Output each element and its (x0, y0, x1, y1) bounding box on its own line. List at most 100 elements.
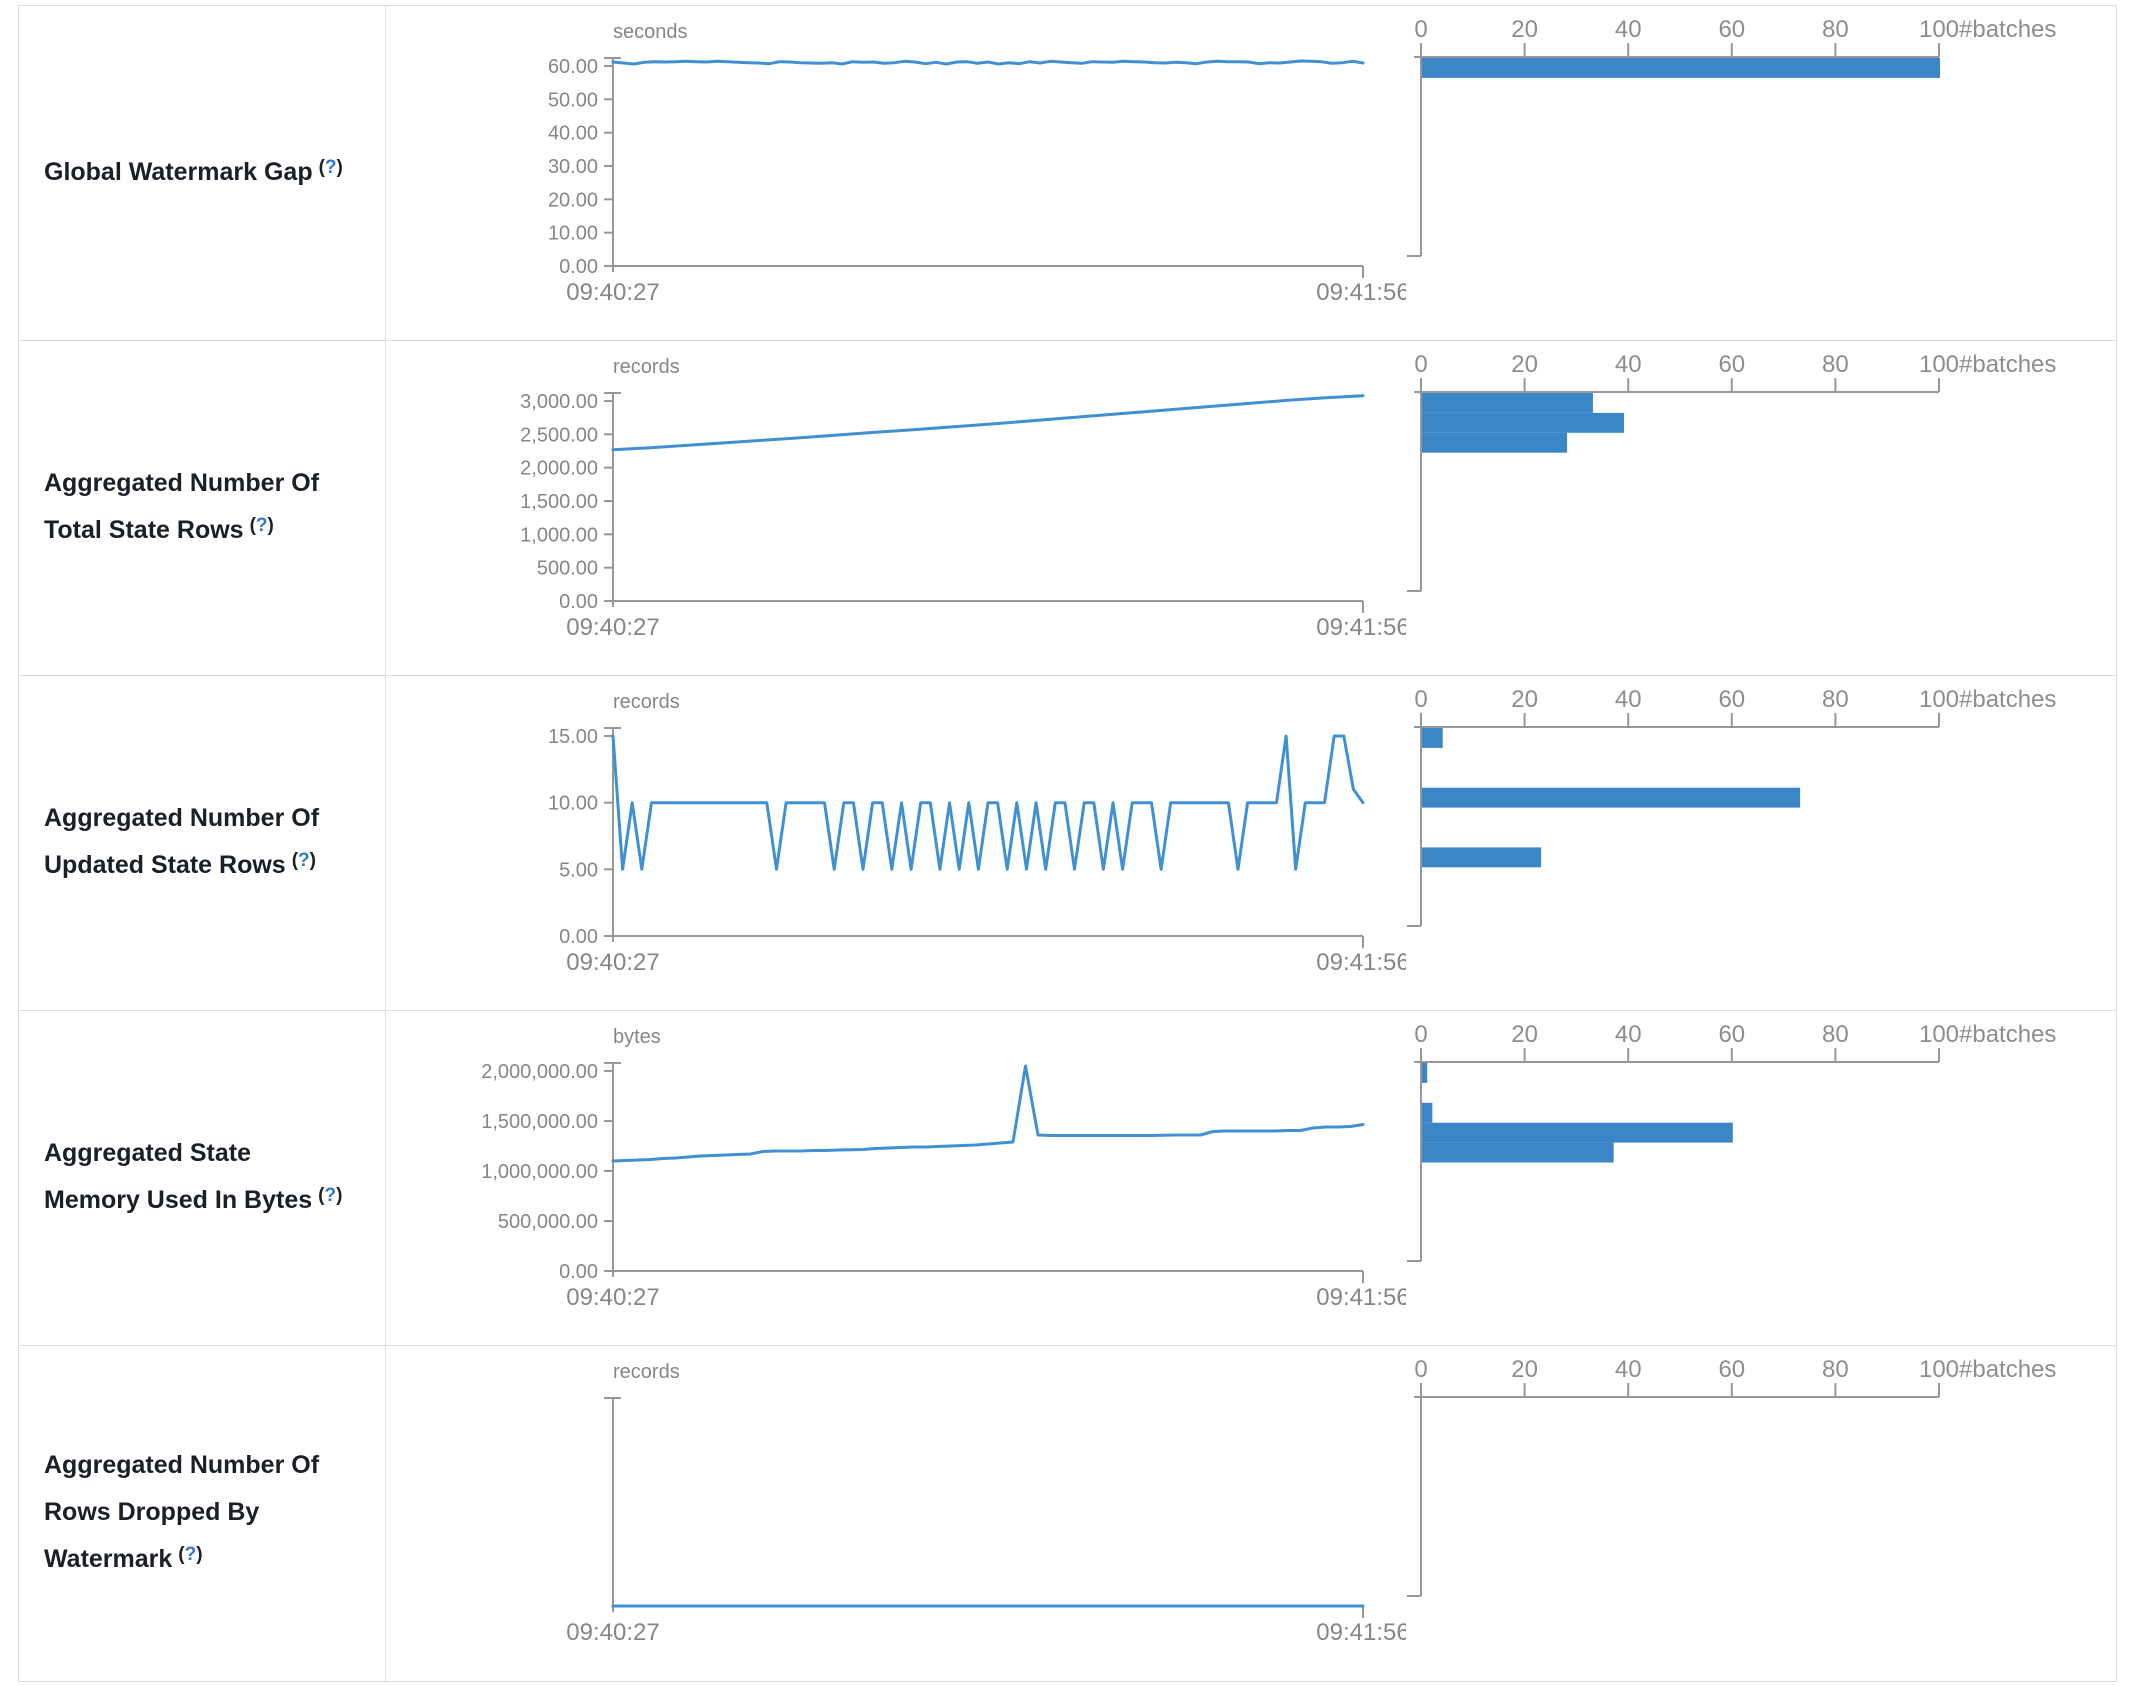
x-start-label: 09:40:27 (566, 614, 659, 641)
hist-x-tick-label: 100 (1919, 1356, 1959, 1383)
x-end-label: 09:41:56 (1316, 949, 1406, 976)
question-mark-icon: ? (324, 1185, 337, 1206)
timeline-chart-cell: records 3,000.00 2,500.00 2,000.00 1,500.00 1… (386, 341, 1410, 675)
histogram-chart-total-state-rows: 0 20 40 60 80 100 #batches (1407, 351, 2056, 592)
hist-x-tick-label: 0 (1414, 686, 1427, 713)
metric-label-text: Aggregated Number Of Rows Dropped By Wat… (44, 1451, 320, 1573)
hist-x-tick-label: 0 (1414, 16, 1427, 43)
timeline-chart-cell: records 15.00 10.00 5.00 0.00 09:40:27 09:41:5… (386, 676, 1410, 1010)
y-tick-label: 40.00 (548, 123, 598, 145)
timeline-chart-state-memory-used: bytes 2,000,000.00 1,500,000.00 1,000,000.0… (481, 1026, 1409, 1311)
batches-axis-title: #batches (1959, 351, 2056, 378)
hist-x-tick-label: 80 (1822, 1356, 1849, 1383)
y-tick-label: 20.00 (548, 189, 598, 211)
question-mark-icon: ? (298, 850, 310, 871)
hist-x-tick-label: 80 (1822, 686, 1849, 713)
timeline-chart-cell: bytes 2,000,000.00 1,500,000.00 1,000,000.0… (386, 1011, 1409, 1345)
x-end-label: 09:41:56 (1316, 1284, 1406, 1311)
y-tick-label: 500,000.00 (498, 1211, 598, 1233)
hist-x-tick-label: 60 (1718, 686, 1745, 713)
unit-label: bytes (613, 1026, 661, 1048)
timeline-line (611, 734, 1365, 871)
y-tick-label: 15.00 (548, 726, 598, 748)
x-start-label: 09:40:27 (566, 279, 659, 306)
hist-x-tick-label: 40 (1615, 686, 1642, 713)
histogram-chart-rows-dropped-by-watermark: 0 20 40 60 80 100 #batches (1407, 1356, 2056, 1597)
hist-x-tick-label: 0 (1414, 351, 1427, 378)
help-tooltip-icon[interactable]: (?) (291, 850, 316, 871)
y-tick-label: 1,000,000.00 (481, 1161, 598, 1183)
hist-x-tick-label: 80 (1822, 351, 1849, 378)
hist-x-tick-label: 100 (1919, 16, 1959, 43)
help-tooltip-icon[interactable]: (?) (318, 1185, 343, 1206)
histogram-bar (1422, 58, 1940, 78)
metric-label-text: Aggregated Number Of Updated State Rows (44, 804, 320, 879)
unit-label: seconds (613, 21, 688, 43)
unit-label: records (613, 1361, 680, 1383)
histogram-chart-global-watermark-gap: 0 20 40 60 80 100 #batches (1407, 16, 2056, 257)
timeline-chart-rows-dropped-by-watermark: records 09:40:27 09:41:56 (566, 1361, 1409, 1646)
y-tick-label: 0.00 (559, 591, 598, 613)
histogram-bar (1422, 412, 1625, 433)
timeline-line (611, 1064, 1365, 1163)
hist-x-tick-label: 40 (1615, 1021, 1642, 1048)
histogram-chart-cell: 0 20 40 60 80 100 #batches (1406, 6, 2116, 340)
timeline-chart-total-state-rows: records 3,000.00 2,500.00 2,000.00 1,500.00 1… (520, 356, 1410, 641)
hist-x-tick-label: 100 (1919, 351, 1959, 378)
y-tick-label: 0.00 (559, 1261, 598, 1283)
histogram-bar (1422, 728, 1443, 748)
histogram-bar (1422, 432, 1568, 453)
hist-x-tick-label: 100 (1919, 686, 1959, 713)
hist-x-tick-label: 60 (1718, 1021, 1745, 1048)
metric-label: Aggregated Number Of Rows Dropped By Wat… (44, 1442, 345, 1585)
metric-label: Aggregated Number Of Updated State Rows(… (44, 795, 345, 891)
x-start-label: 09:40:27 (566, 949, 659, 976)
metric-label: Aggregated Number Of Total State Rows (?) (44, 460, 345, 556)
timeline-line (611, 59, 1365, 66)
histogram-bar (1422, 847, 1542, 868)
help-tooltip-icon[interactable]: (?) (249, 515, 274, 536)
batches-axis-title: #batches (1959, 686, 2056, 713)
x-start-label: 09:40:27 (566, 1619, 659, 1646)
y-tick-label: 0.00 (559, 256, 598, 278)
hist-x-tick-label: 60 (1718, 1356, 1745, 1383)
histogram-chart-updated-state-rows: 0 20 40 60 80 100 #batches (1407, 686, 2056, 927)
metric-row-updated-state-rows: Aggregated Number Of Updated State Rows(… (19, 676, 2116, 1011)
question-mark-icon: ? (184, 1544, 197, 1565)
metric-label-cell: Global Watermark Gap (?) (19, 6, 386, 340)
y-tick-label: 500.00 (537, 558, 598, 580)
y-tick-label: 2,500.00 (520, 424, 598, 446)
metric-row-total-state-rows: Aggregated Number Of Total State Rows (?)… (19, 341, 2116, 676)
metric-label-text: Global Watermark Gap (44, 157, 313, 186)
metric-row-rows-dropped-by-watermark: Aggregated Number Of Rows Dropped By Wat… (19, 1346, 2116, 1681)
y-tick-label: 5.00 (559, 859, 598, 881)
help-tooltip-icon[interactable]: (?) (318, 156, 343, 178)
batches-axis-title: #batches (1959, 1356, 2056, 1383)
x-end-label: 09:41:56 (1316, 614, 1406, 641)
metric-label: Global Watermark Gap (?) (44, 149, 343, 198)
metric-label-text: Aggregated Number Of Total State Rows (44, 469, 320, 544)
metric-label: Aggregated State Memory Used In Bytes (?) (44, 1130, 345, 1226)
histogram-bar (1422, 787, 1801, 808)
hist-x-tick-label: 80 (1822, 1021, 1849, 1048)
y-tick-label: 10.00 (548, 223, 598, 245)
y-tick-label: 1,500.00 (520, 491, 598, 513)
y-tick-label: 1,000.00 (520, 524, 598, 546)
streaming-statistics-table: Global Watermark Gap (?) seconds 60.00 50.0… (18, 5, 2117, 1682)
histogram-chart-cell: 0 20 40 60 80 100 #batches (1406, 1011, 2116, 1345)
hist-x-tick-label: 20 (1511, 351, 1538, 378)
unit-label: records (613, 356, 680, 378)
hist-x-tick-label: 60 (1718, 16, 1745, 43)
question-mark-icon: ? (255, 515, 268, 536)
hist-x-tick-label: 40 (1615, 351, 1642, 378)
metric-label-cell: Aggregated State Memory Used In Bytes (?) (19, 1011, 386, 1345)
hist-x-tick-label: 80 (1822, 16, 1849, 43)
y-tick-label: 50.00 (548, 89, 598, 111)
x-end-label: 09:41:56 (1316, 279, 1406, 306)
y-tick-label: 0.00 (559, 926, 598, 948)
histogram-chart-cell: 0 20 40 60 80 100 #batches (1406, 1346, 2116, 1681)
help-tooltip-icon[interactable]: (?) (178, 1544, 203, 1565)
y-tick-label: 1,500,000.00 (481, 1111, 598, 1133)
hist-x-tick-label: 20 (1511, 1356, 1538, 1383)
